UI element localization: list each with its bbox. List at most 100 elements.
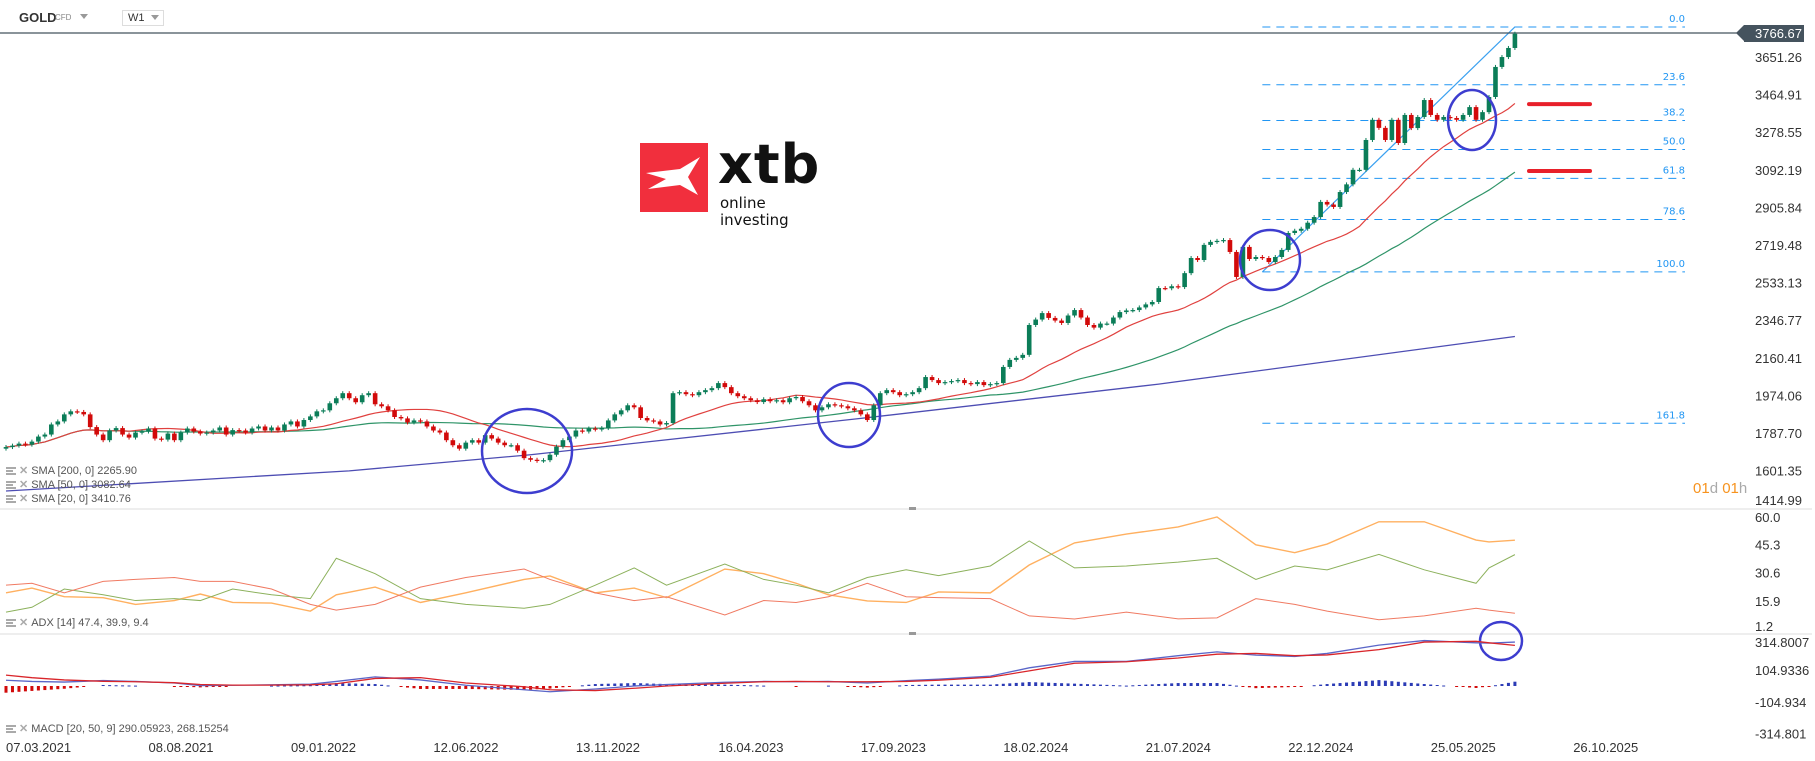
macd-histogram-bar bbox=[444, 686, 448, 689]
candle-body bbox=[1415, 116, 1421, 129]
candle-body bbox=[729, 387, 734, 394]
macd-histogram-bar bbox=[1442, 685, 1446, 687]
settings-list-icon[interactable] bbox=[6, 495, 16, 504]
candle-body bbox=[256, 426, 261, 429]
annotation-circle bbox=[1446, 88, 1498, 152]
macd-histogram-bar bbox=[69, 686, 73, 689]
candle-body bbox=[133, 432, 138, 438]
macd-histogram-bar bbox=[1429, 684, 1433, 686]
macd-histogram-bar bbox=[1170, 683, 1174, 686]
x-logo-icon bbox=[646, 157, 700, 195]
macd-histogram-bar bbox=[1163, 683, 1167, 686]
price-axis-label: 3278.55 bbox=[1755, 125, 1802, 140]
macd-histogram-bar bbox=[632, 683, 636, 686]
candle-body bbox=[813, 405, 818, 411]
macd-histogram-bar bbox=[1286, 686, 1290, 688]
macd-histogram-bar bbox=[898, 685, 902, 687]
settings-list-icon[interactable] bbox=[6, 481, 16, 490]
date-axis-label: 08.08.2021 bbox=[148, 740, 213, 755]
candle-body bbox=[1383, 127, 1388, 140]
pane-resize-handle[interactable] bbox=[909, 632, 916, 635]
macd-histogram-bar bbox=[289, 685, 293, 687]
candle-body bbox=[457, 445, 462, 449]
legend-sma200[interactable]: ✕ SMA [200, 0] 2265.90 bbox=[6, 465, 137, 478]
remove-x-icon[interactable]: ✕ bbox=[19, 723, 29, 735]
settings-list-icon[interactable] bbox=[6, 619, 16, 628]
macd-histogram-bar bbox=[593, 684, 597, 686]
date-axis-label: 21.07.2024 bbox=[1146, 740, 1211, 755]
candle-body bbox=[664, 423, 669, 425]
candle-body bbox=[871, 405, 877, 421]
candle-body bbox=[1104, 323, 1110, 325]
adx-axis-label: 15.9 bbox=[1755, 594, 1780, 609]
macd-histogram-bar bbox=[302, 685, 306, 687]
symbol-dropdown-icon[interactable] bbox=[80, 14, 88, 19]
macd-histogram-bar bbox=[846, 686, 850, 687]
candle-body bbox=[418, 420, 423, 422]
macd-histogram-bar bbox=[917, 684, 921, 686]
macd-histogram-bar bbox=[1325, 684, 1329, 686]
legend-sma50-text: SMA [50, 0] 3082.64 bbox=[31, 479, 131, 491]
candle-body bbox=[508, 445, 514, 447]
symbol-name[interactable]: GOLD bbox=[19, 10, 57, 25]
candle-body bbox=[1195, 258, 1200, 261]
remove-x-icon[interactable]: ✕ bbox=[19, 479, 29, 491]
candle-body bbox=[1324, 201, 1330, 205]
date-axis-label: 17.09.2023 bbox=[861, 740, 926, 755]
macd-histogram-bar bbox=[1221, 683, 1225, 686]
macd-histogram-bar bbox=[1396, 681, 1400, 686]
candle-body bbox=[333, 398, 339, 404]
candle-body bbox=[923, 377, 928, 389]
macd-histogram-bar bbox=[1150, 684, 1154, 686]
macd-histogram-bar bbox=[1461, 686, 1465, 687]
macd-histogram-bar bbox=[224, 686, 228, 687]
macd-histogram-bar bbox=[101, 685, 105, 687]
candle-body bbox=[884, 390, 890, 394]
remove-x-icon[interactable]: ✕ bbox=[19, 493, 29, 505]
macd-histogram-bar bbox=[4, 686, 8, 693]
candle-body bbox=[852, 408, 857, 411]
macd-histogram-bar bbox=[1085, 684, 1089, 686]
price-axis-label: 1601.35 bbox=[1755, 464, 1802, 479]
macd-histogram-bar bbox=[134, 685, 138, 687]
legend-macd[interactable]: ✕ MACD [20, 50, 9] 290.05923, 268.15254 bbox=[6, 723, 229, 736]
macd-histogram-bar bbox=[1474, 686, 1478, 688]
candle-body bbox=[761, 399, 766, 403]
macd-histogram-bar bbox=[185, 686, 189, 687]
price-axis-label: 2533.13 bbox=[1755, 276, 1802, 291]
candle-body bbox=[210, 430, 216, 433]
candle-body bbox=[327, 403, 333, 411]
date-axis-label: 16.04.2023 bbox=[718, 740, 783, 755]
candle-body bbox=[605, 420, 611, 429]
macd-histogram-bar bbox=[373, 684, 377, 686]
legend-sma20[interactable]: ✕ SMA [20, 0] 3410.76 bbox=[6, 493, 131, 506]
candle-body bbox=[897, 392, 902, 396]
candle-body bbox=[955, 380, 961, 382]
legend-adx[interactable]: ✕ ADX [14] 47.4, 39.9, 9.4 bbox=[6, 617, 149, 630]
remove-x-icon[interactable]: ✕ bbox=[19, 465, 29, 477]
candle-body bbox=[1020, 354, 1026, 358]
macd-histogram-bar bbox=[334, 683, 338, 686]
macd-histogram-bar bbox=[1500, 684, 1504, 686]
legend-sma50[interactable]: ✕ SMA [50, 0] 3082.64 bbox=[6, 479, 131, 492]
candle-body bbox=[68, 411, 74, 415]
pane-resize-handle[interactable] bbox=[909, 507, 916, 510]
candle-body bbox=[1247, 246, 1252, 260]
macd-histogram-bar bbox=[295, 685, 299, 687]
timeframe-select[interactable]: W1 bbox=[122, 10, 164, 26]
adx-axis-label: 45.3 bbox=[1755, 537, 1780, 552]
settings-list-icon[interactable] bbox=[6, 725, 16, 734]
macd-histogram-bar bbox=[477, 686, 481, 690]
remove-x-icon[interactable]: ✕ bbox=[19, 617, 29, 629]
macd-histogram-bar bbox=[826, 685, 830, 687]
candle-body bbox=[152, 428, 158, 439]
settings-list-icon[interactable] bbox=[6, 467, 16, 476]
macd-histogram-bar bbox=[127, 685, 131, 687]
fib-level-label: 161.8 bbox=[1656, 410, 1685, 421]
candle-body bbox=[528, 458, 533, 460]
candle-body bbox=[1234, 251, 1239, 277]
macd-histogram-bar bbox=[969, 684, 973, 686]
candle-body bbox=[554, 446, 559, 455]
candle-body bbox=[1046, 313, 1051, 318]
